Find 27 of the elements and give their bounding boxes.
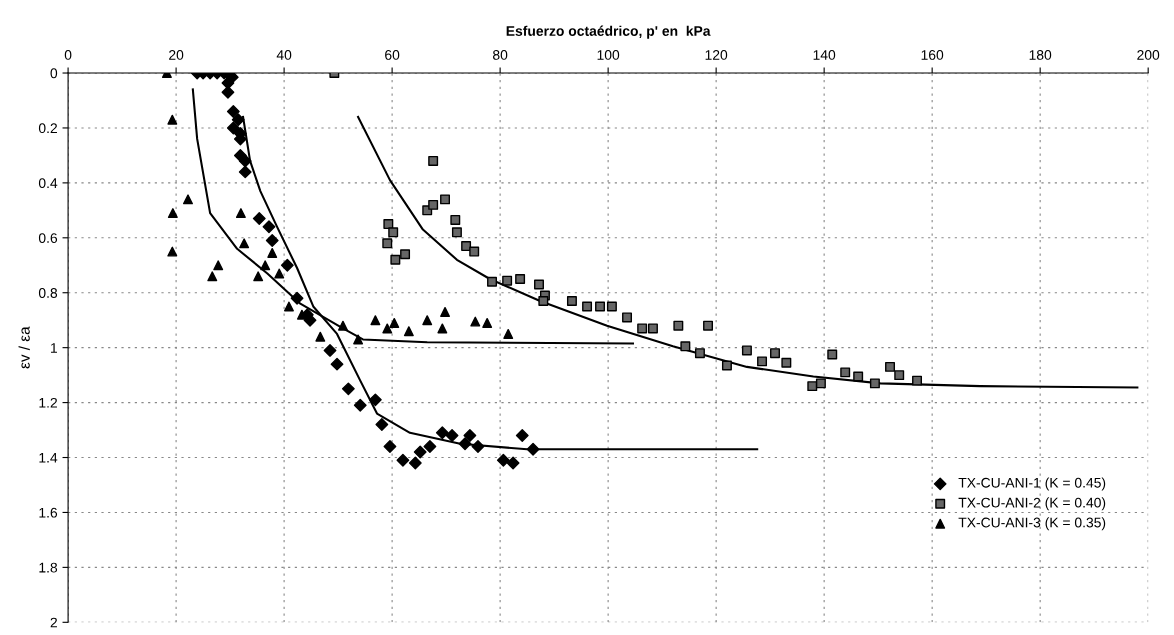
y-tick-label: 1.6: [39, 507, 58, 518]
x-tick-label: 180: [1029, 50, 1052, 60]
y-tick-label: 1.4: [39, 452, 58, 463]
y-tick-label: 0.2: [38, 123, 57, 134]
y-tick-label: 2: [50, 617, 57, 628]
y-tick-label: 0.4: [38, 178, 58, 189]
y-tick-label: 0.8: [38, 288, 58, 298]
x-tick-label: 140: [813, 50, 836, 60]
x-tick-label: 0: [64, 50, 72, 60]
x-tick-label: 160: [921, 50, 944, 60]
y-tick-label: 0: [50, 68, 58, 79]
y-tick-label: 0.6: [38, 233, 58, 243]
x-tick-label: 120: [705, 50, 728, 60]
y-tick-label: 1.2: [39, 397, 57, 408]
legend-label: TX-CU-ANI-2 (K = 0.40): [958, 497, 1106, 511]
x-tick-label: 100: [597, 50, 620, 60]
x-tick-label: 40: [276, 50, 292, 60]
legend-label: TX-CU-ANI-1 (K = 0.45): [958, 477, 1106, 491]
y-tick-label: 1.8: [39, 562, 58, 573]
x-tick-label: 200: [1137, 50, 1160, 60]
x-tick-label: 80: [493, 50, 508, 60]
legend-label: TX-CU-ANI-3 (K = 0.35): [958, 517, 1106, 531]
x-axis-title: Esfuerzo octaédrico, p' en kPa: [506, 25, 711, 39]
y-axis-title: εv / εa: [18, 326, 30, 369]
x-tick-label: 20: [169, 50, 184, 60]
y-tick-label: 1: [51, 343, 57, 353]
x-tick-label: 60: [385, 50, 400, 60]
